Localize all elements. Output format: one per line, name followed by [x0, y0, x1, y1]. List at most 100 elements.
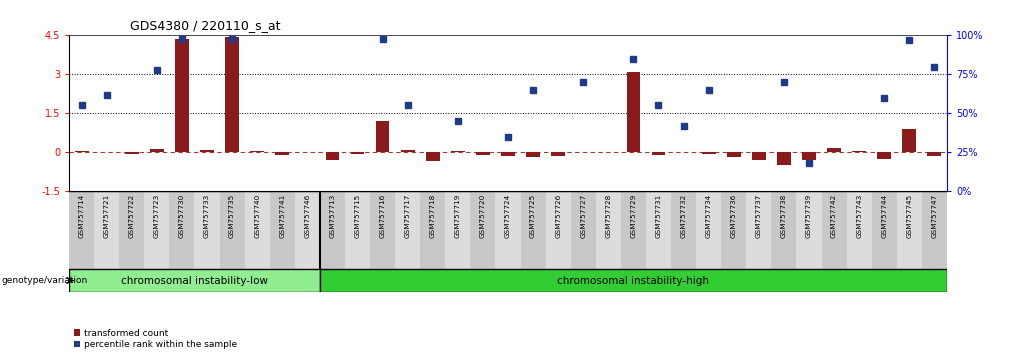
Bar [671, 191, 696, 269]
Text: GSM757716: GSM757716 [380, 194, 386, 238]
Bar [595, 191, 621, 269]
Bar [395, 191, 421, 269]
Bar [696, 191, 721, 269]
Text: GSM757737: GSM757737 [756, 194, 762, 238]
Bar [69, 269, 320, 292]
Text: GSM757723: GSM757723 [153, 194, 160, 238]
Bar [802, 152, 816, 160]
Bar [119, 191, 144, 269]
Text: GSM757740: GSM757740 [254, 194, 260, 238]
Text: GSM757742: GSM757742 [831, 194, 837, 238]
Bar [846, 191, 872, 269]
Bar [501, 152, 515, 156]
Bar [822, 191, 846, 269]
Bar [320, 191, 345, 269]
Text: GSM757719: GSM757719 [455, 194, 461, 238]
Text: GSM757744: GSM757744 [881, 194, 887, 238]
Bar [245, 191, 269, 269]
Bar [897, 191, 922, 269]
Text: GDS4380 / 220110_s_at: GDS4380 / 220110_s_at [130, 19, 280, 32]
Bar [777, 152, 790, 165]
Text: genotype/variation: genotype/variation [1, 276, 87, 285]
Bar [526, 152, 539, 158]
Bar [69, 191, 94, 269]
Text: GSM757725: GSM757725 [530, 194, 536, 238]
Text: chromosomal instability-low: chromosomal instability-low [121, 275, 268, 286]
Bar [771, 191, 797, 269]
Bar [345, 191, 370, 269]
Bar [552, 152, 565, 156]
Bar [295, 191, 320, 269]
Bar [451, 151, 464, 152]
Bar [646, 191, 671, 269]
Bar [651, 152, 665, 155]
Bar [477, 152, 490, 155]
Bar [219, 191, 245, 269]
Bar [75, 151, 88, 152]
Bar [520, 191, 546, 269]
Bar [269, 191, 295, 269]
Bar [571, 191, 595, 269]
Bar [726, 152, 741, 158]
Text: GSM757724: GSM757724 [505, 194, 511, 238]
Text: GSM757745: GSM757745 [906, 194, 912, 238]
Bar [351, 152, 365, 154]
Text: GSM757713: GSM757713 [329, 194, 335, 238]
Bar [325, 152, 339, 160]
Bar [426, 152, 440, 161]
Text: GSM757747: GSM757747 [932, 194, 938, 238]
Text: GSM757726: GSM757726 [555, 194, 561, 238]
Text: GSM757732: GSM757732 [681, 194, 687, 238]
Text: GSM757717: GSM757717 [404, 194, 410, 238]
Text: GSM757722: GSM757722 [129, 194, 135, 238]
Bar [721, 191, 747, 269]
Text: GSM757738: GSM757738 [781, 194, 786, 238]
Bar [175, 39, 189, 152]
Bar [250, 151, 264, 152]
Text: chromosomal instability-high: chromosomal instability-high [558, 275, 709, 286]
Bar [852, 151, 866, 152]
Bar [496, 191, 520, 269]
Text: GSM757729: GSM757729 [630, 194, 636, 238]
Text: GSM757727: GSM757727 [580, 194, 586, 238]
Bar [872, 191, 897, 269]
Text: GSM757730: GSM757730 [179, 194, 185, 238]
Text: GSM757736: GSM757736 [731, 194, 737, 238]
Bar [376, 121, 389, 152]
Bar [421, 191, 445, 269]
Bar [747, 191, 771, 269]
Bar [200, 150, 214, 152]
Bar [827, 148, 841, 152]
Text: GSM757746: GSM757746 [305, 194, 310, 238]
Bar [797, 191, 822, 269]
Bar [144, 191, 170, 269]
Bar [170, 191, 194, 269]
Text: GSM757735: GSM757735 [230, 194, 235, 238]
Bar [320, 269, 947, 292]
Bar [125, 152, 139, 154]
Bar [546, 191, 571, 269]
Bar [194, 191, 219, 269]
Text: GSM757743: GSM757743 [856, 194, 863, 238]
Bar [627, 72, 640, 152]
Bar [400, 150, 415, 152]
Bar [275, 152, 290, 155]
Bar [150, 149, 164, 152]
Text: GSM757715: GSM757715 [355, 194, 361, 238]
Bar [226, 37, 239, 152]
Text: GSM757741: GSM757741 [279, 194, 285, 238]
Bar [621, 191, 646, 269]
Text: GSM757734: GSM757734 [706, 194, 711, 238]
Bar [752, 152, 766, 160]
Bar [470, 191, 496, 269]
Text: GSM757718: GSM757718 [430, 194, 436, 238]
Bar [94, 191, 119, 269]
Bar [922, 191, 947, 269]
Text: GSM757721: GSM757721 [104, 194, 110, 238]
Bar [877, 152, 891, 159]
Text: GSM757720: GSM757720 [480, 194, 486, 238]
Legend: transformed count, percentile rank within the sample: transformed count, percentile rank withi… [73, 329, 238, 349]
Text: GSM757733: GSM757733 [204, 194, 210, 238]
Bar [928, 152, 941, 156]
Bar [702, 152, 715, 154]
